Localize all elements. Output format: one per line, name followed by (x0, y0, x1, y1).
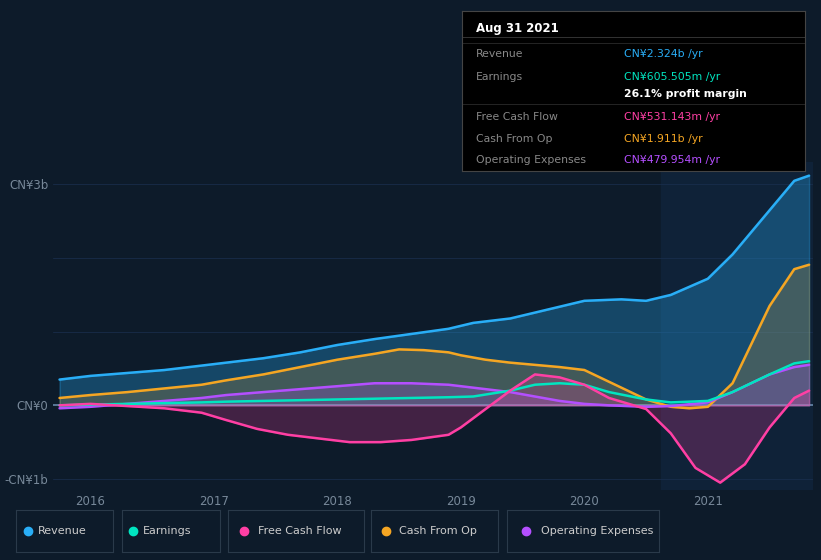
Text: CN¥605.505m /yr: CN¥605.505m /yr (623, 72, 720, 82)
Text: Free Cash Flow: Free Cash Flow (258, 526, 342, 535)
Text: CN¥1.911b /yr: CN¥1.911b /yr (623, 134, 702, 144)
Text: CN¥479.954m /yr: CN¥479.954m /yr (623, 155, 719, 165)
Text: Aug 31 2021: Aug 31 2021 (476, 22, 559, 35)
Text: CN¥531.143m /yr: CN¥531.143m /yr (623, 111, 719, 122)
Text: Revenue: Revenue (476, 49, 524, 59)
Text: 26.1% profit margin: 26.1% profit margin (623, 89, 746, 99)
Text: Revenue: Revenue (38, 526, 86, 535)
Text: Earnings: Earnings (143, 526, 191, 535)
Text: Free Cash Flow: Free Cash Flow (476, 111, 557, 122)
Text: Cash From Op: Cash From Op (399, 526, 477, 535)
Text: CN¥2.324b /yr: CN¥2.324b /yr (623, 49, 702, 59)
Text: Cash From Op: Cash From Op (476, 134, 553, 144)
Text: Earnings: Earnings (476, 72, 523, 82)
Text: Operating Expenses: Operating Expenses (476, 155, 586, 165)
Bar (661, 162, 813, 490)
Text: Operating Expenses: Operating Expenses (541, 526, 654, 535)
